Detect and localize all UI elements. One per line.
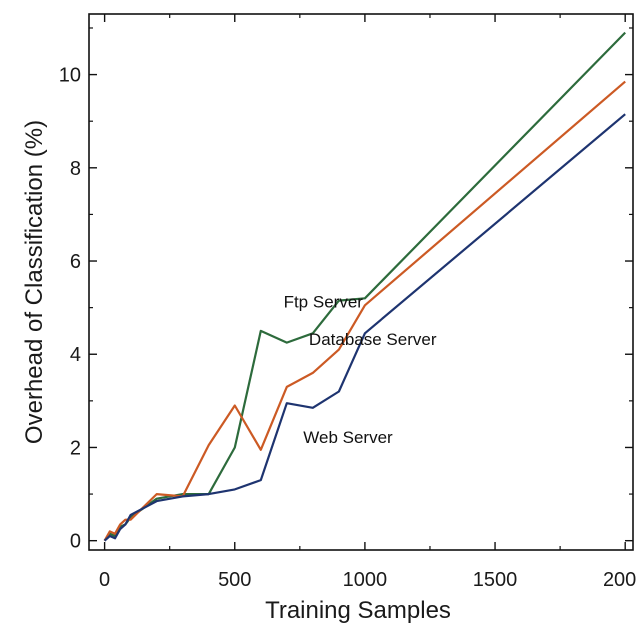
x-tick-label: 0 (99, 569, 110, 591)
x-tick-label: 500 (218, 569, 251, 591)
series-lines (103, 31, 626, 542)
x-axis-title: Training Samples (265, 597, 451, 624)
y-tick-label: 6 (70, 251, 81, 273)
series-annotation-ftp-server: Ftp Server (284, 293, 364, 312)
x-tick-label: 2000 (603, 569, 636, 591)
y-tick-label: 8 (70, 158, 81, 180)
x-tick-label: 1500 (473, 569, 518, 591)
x-tick-label: 1000 (343, 569, 388, 591)
x-axis: 0 500 1000 1500 2000 (99, 14, 636, 591)
y-axis: 0 2 4 6 8 10 (59, 27, 633, 553)
series-line-ftp-server (103, 31, 626, 542)
series-annotation-database-server: Database Server (309, 330, 437, 349)
y-tick-label: 10 (59, 65, 81, 87)
y-tick-label: 2 (70, 437, 81, 459)
series-line-web-server (103, 113, 626, 542)
y-axis-title: Overhead of Classification (%) (21, 120, 48, 444)
plot-frame (88, 13, 634, 551)
series-line-database-server (103, 80, 626, 542)
series-annotation-web-server: Web Server (303, 428, 393, 447)
y-tick-label: 4 (70, 344, 81, 366)
y-tick-label: 0 (70, 531, 81, 553)
series-annotations: Ftp Server Database Server Web Server (284, 293, 437, 447)
